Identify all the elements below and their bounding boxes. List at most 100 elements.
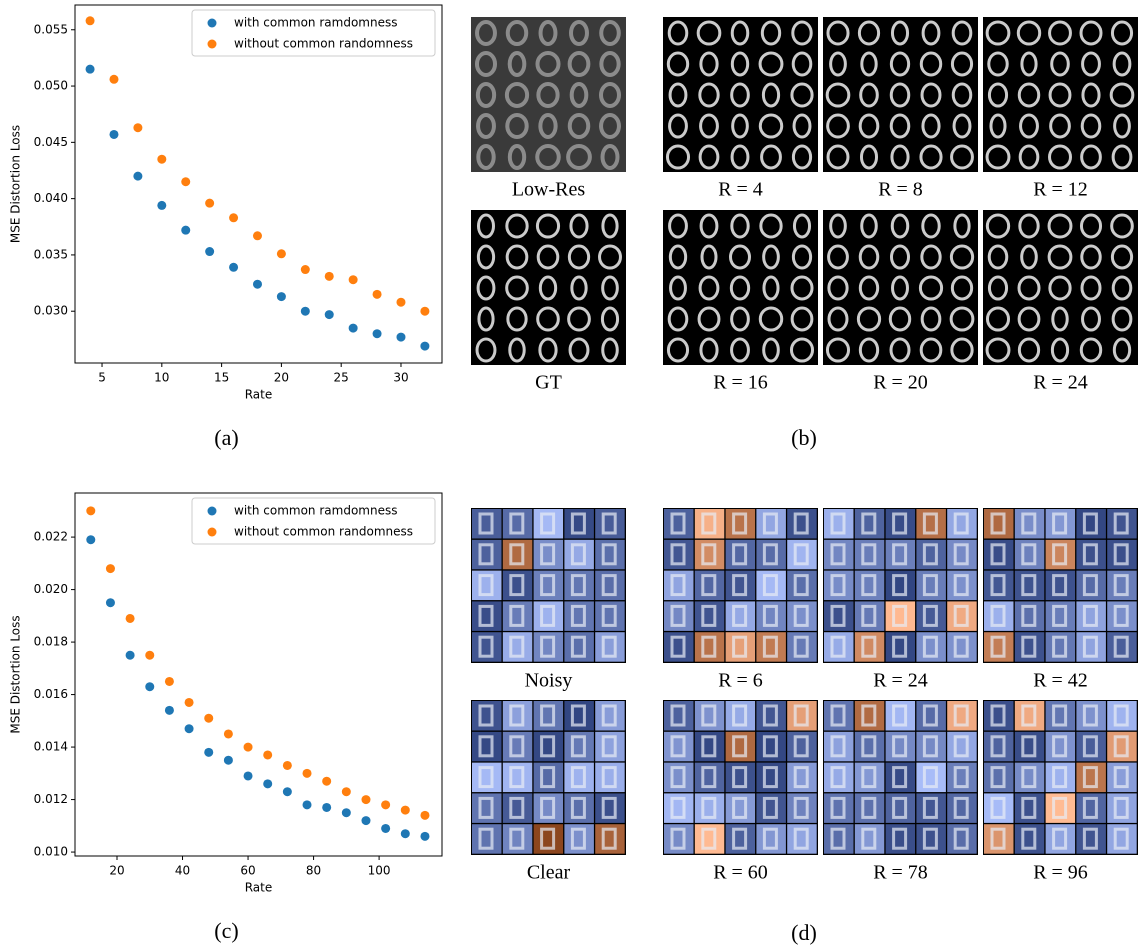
image-panel <box>823 17 978 172</box>
point <box>224 756 233 765</box>
point <box>165 706 174 715</box>
panel-caption: GT <box>535 372 562 394</box>
point <box>303 800 312 809</box>
point <box>373 329 382 338</box>
y-axis-label: MSE Distortion Loss <box>9 615 23 733</box>
point <box>420 832 429 841</box>
point <box>244 771 253 780</box>
subfigure-label: (d) <box>791 920 817 945</box>
point <box>145 682 154 691</box>
y-tick-label: 0.018 <box>34 635 68 649</box>
point <box>157 201 166 210</box>
panel-caption: R = 60 <box>713 862 768 884</box>
point <box>185 698 194 707</box>
image-panel <box>823 210 978 365</box>
panel-caption: Low-Res <box>512 179 586 201</box>
x-tick-label: 60 <box>240 864 255 878</box>
plot-frame <box>75 5 442 363</box>
point <box>277 292 286 301</box>
legend-marker <box>208 528 217 537</box>
point <box>229 263 238 272</box>
image-panel <box>983 17 1138 172</box>
image-panel <box>663 508 818 663</box>
y-tick-label: 0.010 <box>34 845 68 859</box>
image-panel <box>471 17 626 172</box>
point <box>263 779 272 788</box>
point <box>126 614 135 623</box>
point <box>86 535 95 544</box>
legend-marker <box>208 507 217 516</box>
y-tick-label: 0.045 <box>34 135 68 149</box>
point <box>185 724 194 733</box>
point <box>396 333 405 342</box>
point <box>205 199 214 208</box>
point <box>86 65 95 74</box>
point <box>373 290 382 299</box>
point <box>396 298 405 307</box>
y-tick-label: 0.055 <box>34 22 68 36</box>
panel-caption: R = 20 <box>873 372 928 394</box>
point <box>349 275 358 284</box>
point <box>165 677 174 686</box>
image-panel <box>471 210 626 365</box>
legend-marker <box>208 40 217 49</box>
point <box>361 795 370 804</box>
panel-caption: R = 12 <box>1033 179 1088 201</box>
y-tick-label: 0.016 <box>34 687 68 701</box>
point <box>109 130 118 139</box>
point <box>253 231 262 240</box>
legend-label: without common randomness <box>234 525 413 539</box>
point <box>283 787 292 796</box>
point <box>106 564 115 573</box>
x-axis-label: Rate <box>245 881 273 895</box>
x-tick-label: 100 <box>368 864 391 878</box>
point <box>301 307 310 316</box>
image-panel <box>663 210 818 365</box>
point <box>106 598 115 607</box>
x-tick-label: 10 <box>154 371 169 385</box>
point <box>86 506 95 515</box>
point <box>303 769 312 778</box>
point <box>109 75 118 84</box>
point <box>401 829 410 838</box>
image-panel <box>663 17 818 172</box>
x-tick-label: 80 <box>306 864 321 878</box>
x-tick-label: 40 <box>175 864 190 878</box>
subfigure-label: (b) <box>791 425 817 450</box>
point <box>381 800 390 809</box>
point <box>204 748 213 757</box>
point <box>301 265 310 274</box>
point <box>133 172 142 181</box>
panel-caption: Noisy <box>525 670 573 692</box>
x-tick-label: 20 <box>274 371 289 385</box>
y-tick-label: 0.014 <box>34 740 68 754</box>
point <box>342 808 351 817</box>
y-axis-label: MSE Distortion Loss <box>9 125 23 243</box>
figure: 510152025300.0300.0350.0400.0450.0500.05… <box>0 0 1141 950</box>
point <box>145 651 154 660</box>
panel-caption: R = 8 <box>878 179 923 201</box>
point <box>349 324 358 333</box>
point <box>86 16 95 25</box>
point <box>229 213 238 222</box>
y-tick-label: 0.035 <box>34 247 68 261</box>
image-panel <box>983 700 1138 855</box>
y-tick-label: 0.012 <box>34 792 68 806</box>
panel-caption: R = 24 <box>873 670 928 692</box>
image-panel <box>823 700 978 855</box>
x-tick-label: 25 <box>334 371 349 385</box>
panel-caption: R = 78 <box>873 862 928 884</box>
x-tick-label: 20 <box>109 864 124 878</box>
image-panel <box>663 700 818 855</box>
legend-label: with common ramdomness <box>234 16 397 30</box>
panel-caption: Clear <box>527 862 571 884</box>
panel-caption: R = 16 <box>713 372 768 394</box>
point <box>325 310 334 319</box>
point <box>401 806 410 815</box>
legend-label: with common ramdomness <box>234 504 397 518</box>
point <box>381 824 390 833</box>
image-panel <box>983 508 1138 663</box>
x-tick-label: 5 <box>98 371 106 385</box>
y-tick-label: 0.030 <box>34 304 68 318</box>
panel-caption: R = 42 <box>1033 670 1088 692</box>
